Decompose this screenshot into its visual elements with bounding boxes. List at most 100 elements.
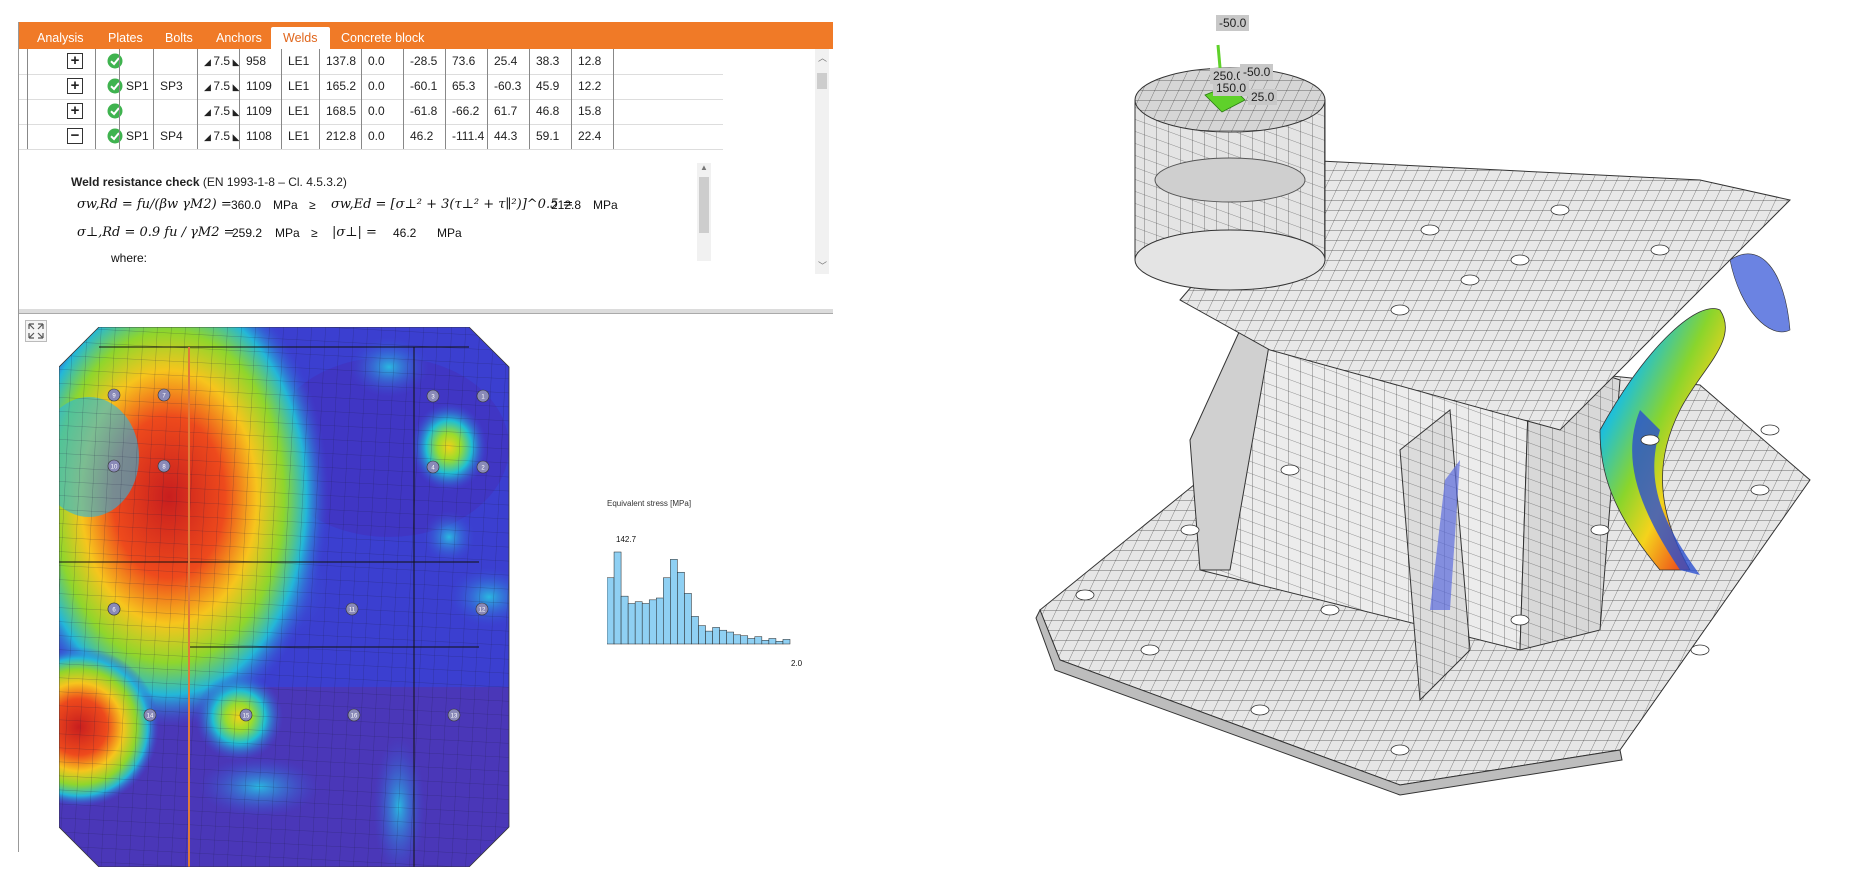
expand-row-button[interactable]: + [67, 103, 83, 119]
ut-cell-value: 38.3 [536, 54, 560, 68]
sigma-wed-cell-value: 168.5 [326, 104, 357, 118]
weld-row[interactable]: + ◢ 7.5 ◣ 1109 LE1 168.5 0.0 -61.8 -66.2 61.7 46.… [19, 99, 723, 125]
tab-plates[interactable]: Plates [108, 31, 143, 45]
weld-triangle-icon: ◣ [230, 82, 240, 92]
plate-bolts: 78910123456111213141516 [107, 388, 490, 722]
histogram-bar [775, 640, 784, 645]
detail-scrollbar[interactable]: ▲ [697, 163, 711, 261]
bolt-number: 15 [243, 714, 250, 720]
tau-perp-cell: 44.3 [487, 124, 529, 149]
sigma-wed-cell-value: 137.8 [326, 54, 357, 68]
bolt-marker [447, 708, 461, 722]
weld-triangle-icon: ◣ [230, 107, 240, 117]
item1-cell-value: SP1 [126, 79, 149, 93]
sigma-perp-cell: 46.2 [403, 124, 445, 149]
tau-par-cell-value: 65.3 [452, 79, 476, 93]
bolt-hole [1590, 524, 1610, 536]
length-cell: 958 [239, 49, 281, 74]
fullscreen-button[interactable] [25, 320, 47, 342]
histogram-bar [726, 631, 734, 645]
sigma-perp-rd-unit: MPa [275, 226, 300, 240]
bolt-marker [475, 602, 489, 616]
length-cell-value: 1109 [246, 104, 272, 118]
tab-concrete-block[interactable]: Concrete block [341, 31, 425, 45]
tab-analysis[interactable]: Analysis [37, 31, 84, 45]
expand-row-button[interactable]: + [67, 53, 83, 69]
load-label-c: 150.0 [1213, 80, 1250, 96]
ge-symbol: ≥ [309, 198, 316, 212]
scroll-down-icon[interactable]: ﹀ [818, 261, 828, 271]
bolt-marker [426, 389, 440, 403]
item1-cell [119, 49, 153, 74]
histogram-bar [761, 640, 770, 645]
item2-cell: SP4 [153, 124, 197, 149]
utc-cell: 12.2 [571, 74, 613, 99]
plate-stress-contour: 78910123456111213141516 [59, 327, 510, 867]
weld-triangle-icon: ◣ [230, 57, 240, 67]
stressed-flange [1599, 253, 1791, 575]
sigma-wed-cell: 137.8 [319, 49, 361, 74]
utc-cell-value: 22.4 [578, 129, 602, 143]
sigma-wed-unit: MPa [593, 198, 618, 212]
bolt-hole [1510, 614, 1530, 626]
sigma-wed-cell: 212.8 [319, 124, 361, 149]
weld-check-title: Weld resistance check (EN 1993-1-8 – Cl.… [71, 175, 347, 189]
bolt-hole [1750, 484, 1770, 496]
formula-sigma-wed: σw,Ed = [σ⊥² + 3(τ⊥² + τ∥²)]^0.5 = [331, 197, 574, 212]
bolt-hole [1320, 604, 1340, 616]
weld-row[interactable]: − SP1 SP4 ◢ 7.5 ◣ 1108 LE1 212.8 0.0 46.2 -111.4 4… [19, 124, 723, 150]
eps-cell-value: 0.0 [368, 104, 385, 118]
bolt-hole [1280, 464, 1300, 476]
scroll-up-icon[interactable]: ︿ [818, 53, 828, 63]
status-cell [95, 49, 119, 74]
histogram-bar [768, 638, 777, 645]
expand-icon [28, 323, 44, 339]
sigma-perp-cell-value: 46.2 [410, 129, 434, 143]
eps-cell: 0.0 [361, 99, 403, 124]
panel-splitter[interactable] [19, 309, 833, 314]
table-scrollbar[interactable]: ︿ ﹀ [815, 49, 829, 274]
tau-perp-cell-value: 61.7 [494, 104, 518, 118]
weld-triangle-icon: ◣ [230, 132, 240, 142]
collapse-row-button[interactable]: − [67, 128, 83, 144]
histogram-bar [607, 577, 615, 645]
bolt-hole [1650, 244, 1670, 256]
tau-par-cell: 73.6 [445, 49, 487, 74]
bolt-number: 11 [349, 608, 356, 614]
detail-scroll-thumb[interactable] [699, 177, 709, 233]
tau-par-cell-value: -66.2 [452, 104, 480, 118]
model-3d-view[interactable] [1000, 10, 1850, 810]
tau-par-cell: 65.3 [445, 74, 487, 99]
tab-anchors[interactable]: Anchors [216, 31, 262, 45]
bolt-number: 13 [451, 714, 458, 720]
histogram-bar [698, 625, 706, 645]
weld-check-title-bold: Weld resistance check [71, 175, 200, 189]
tab-bolts[interactable]: Bolts [165, 31, 193, 45]
sigma-wed-cell-value: 165.2 [326, 79, 357, 93]
load-label-b: -50.0 [1240, 64, 1274, 80]
weld-row[interactable]: + SP1 SP3 ◢ 7.5 ◣ 1109 LE1 165.2 0.0 -60.1 65.3 -6… [19, 74, 723, 100]
expand-row-button[interactable]: + [67, 78, 83, 94]
length-cell-value: 1109 [246, 79, 272, 93]
detail-scroll-up-icon[interactable]: ▲ [700, 163, 708, 172]
histogram-bar [747, 638, 756, 645]
histogram-bar [656, 597, 664, 645]
bolt-marker [476, 460, 490, 474]
tau-perp-cell: 61.7 [487, 99, 529, 124]
histogram-bar [691, 616, 699, 645]
sigma-perp-rd-value: 259.2 [232, 226, 263, 240]
histogram-bar [670, 559, 678, 645]
sigma-perp-value: 46.2 [393, 226, 417, 240]
weld-triangle-icon: ◢ [204, 107, 214, 117]
ut-cell: 45.9 [529, 74, 571, 99]
utc-cell: 15.8 [571, 99, 613, 124]
weld-triangle-icon: ◢ [204, 57, 214, 67]
row-gutter [27, 49, 63, 74]
tab-welds[interactable]: Welds [271, 27, 330, 49]
sigma-perp-unit: MPa [437, 226, 462, 240]
tau-par-cell: -66.2 [445, 99, 487, 124]
weld-row[interactable]: + ◢ 7.5 ◣ 958 LE1 137.8 0.0 -28.5 73.6 25.4 38.3 1… [19, 49, 723, 75]
tau-perp-cell: -60.3 [487, 74, 529, 99]
table-scroll-thumb[interactable] [817, 73, 827, 89]
throat-cell: ◢ 7.5 ◣ [197, 99, 240, 124]
